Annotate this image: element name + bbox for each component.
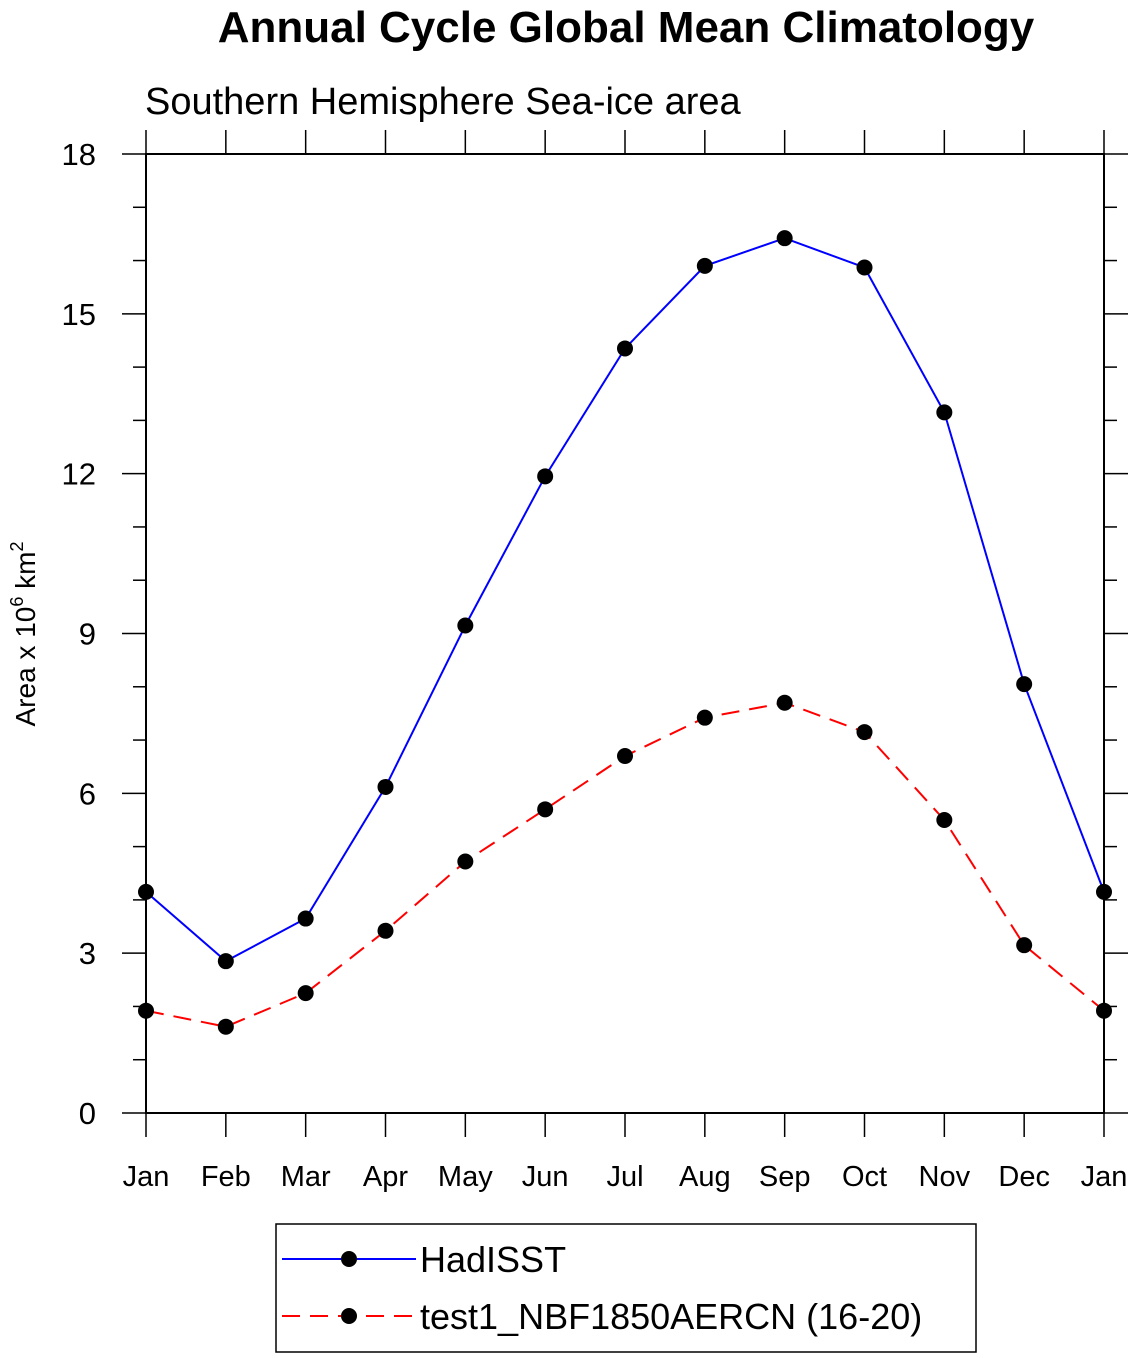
series-1-point xyxy=(217,1018,234,1035)
legend-marker-hadisst xyxy=(341,1251,357,1267)
series-1-point xyxy=(537,801,554,818)
series-1-point xyxy=(856,724,873,741)
series-0-point xyxy=(457,617,474,634)
y-axis-label: Area x 106 km2 xyxy=(7,542,41,727)
x-tick-label: Dec xyxy=(998,1161,1050,1193)
y-axis-label-unit: km xyxy=(10,552,41,597)
series-1-point xyxy=(1096,1002,1112,1019)
series-0-point xyxy=(696,257,713,274)
legend-box xyxy=(275,1223,977,1353)
y-axis-label-exponent-2: 2 xyxy=(7,542,27,552)
y-tick-label: 15 xyxy=(62,297,96,332)
series-0-point xyxy=(617,340,633,357)
series-0-point xyxy=(936,404,953,421)
x-tick-labels: Jan Feb Mar Apr May Jun Jul Aug Sep Oct Nov Dec Jan xyxy=(123,1161,1128,1193)
series-1-point xyxy=(138,1002,154,1019)
series-0-point xyxy=(217,953,234,970)
chart-title: Annual Cycle Global Mean Climatology xyxy=(218,3,1035,52)
plot-frame xyxy=(145,153,1105,1114)
series-1-point xyxy=(936,811,953,828)
x-tick-label: Aug xyxy=(679,1161,731,1193)
series-1-point xyxy=(457,853,474,870)
series-1-point xyxy=(377,922,394,939)
x-tick-label: Nov xyxy=(919,1161,971,1193)
x-tick-label: Apr xyxy=(363,1161,408,1193)
series-1-point xyxy=(776,694,793,711)
series-0-point xyxy=(1016,676,1033,693)
legend: HadISST test1_NBF1850AERCN (16-20) xyxy=(275,1223,977,1353)
legend-label-hadisst: HadISST xyxy=(420,1239,566,1280)
x-tick-label: Sep xyxy=(759,1161,811,1193)
legend-label-test1: test1_NBF1850AERCN (16-20) xyxy=(420,1296,922,1337)
y-tick-label: 9 xyxy=(79,617,96,652)
series-0-point xyxy=(377,778,394,795)
x-tick-label: Feb xyxy=(201,1161,251,1193)
x-tick-label: Mar xyxy=(281,1161,331,1193)
y-tick-label: 18 xyxy=(62,137,96,172)
y-tick-labels: 0 3 6 9 12 15 18 xyxy=(62,137,96,1131)
x-tick-label: Jul xyxy=(606,1161,643,1193)
y-axis-label-text: Area x 10 xyxy=(10,607,41,727)
x-tick-label: Jan xyxy=(1081,1161,1128,1193)
series-layer xyxy=(138,230,1112,1035)
series-1-point xyxy=(1016,937,1033,954)
series-0-point xyxy=(297,910,314,927)
x-tick-label: Jan xyxy=(123,1161,170,1193)
series-0-point xyxy=(856,259,873,276)
series-0-point xyxy=(537,468,554,485)
y-tick-label: 6 xyxy=(79,776,96,811)
legend-marker-test1 xyxy=(341,1308,357,1324)
x-tick-label: Jun xyxy=(522,1161,569,1193)
axis-frame xyxy=(122,130,1128,1137)
tick-marks xyxy=(122,130,1128,1137)
series-1-point xyxy=(696,709,713,726)
chart-subtitle: Southern Hemisphere Sea-ice area xyxy=(145,81,742,123)
series-1-point xyxy=(617,748,633,765)
series-0-point xyxy=(138,883,154,900)
y-tick-label: 12 xyxy=(62,457,96,492)
series-1-point xyxy=(297,985,314,1002)
y-tick-label: 0 xyxy=(79,1096,96,1131)
x-tick-label: May xyxy=(438,1161,493,1193)
y-axis-label-exponent-1: 6 xyxy=(7,597,27,607)
series-0-point xyxy=(776,230,793,247)
y-tick-label: 3 xyxy=(79,936,96,971)
x-tick-label: Oct xyxy=(842,1161,887,1193)
series-0-point xyxy=(1096,883,1112,900)
